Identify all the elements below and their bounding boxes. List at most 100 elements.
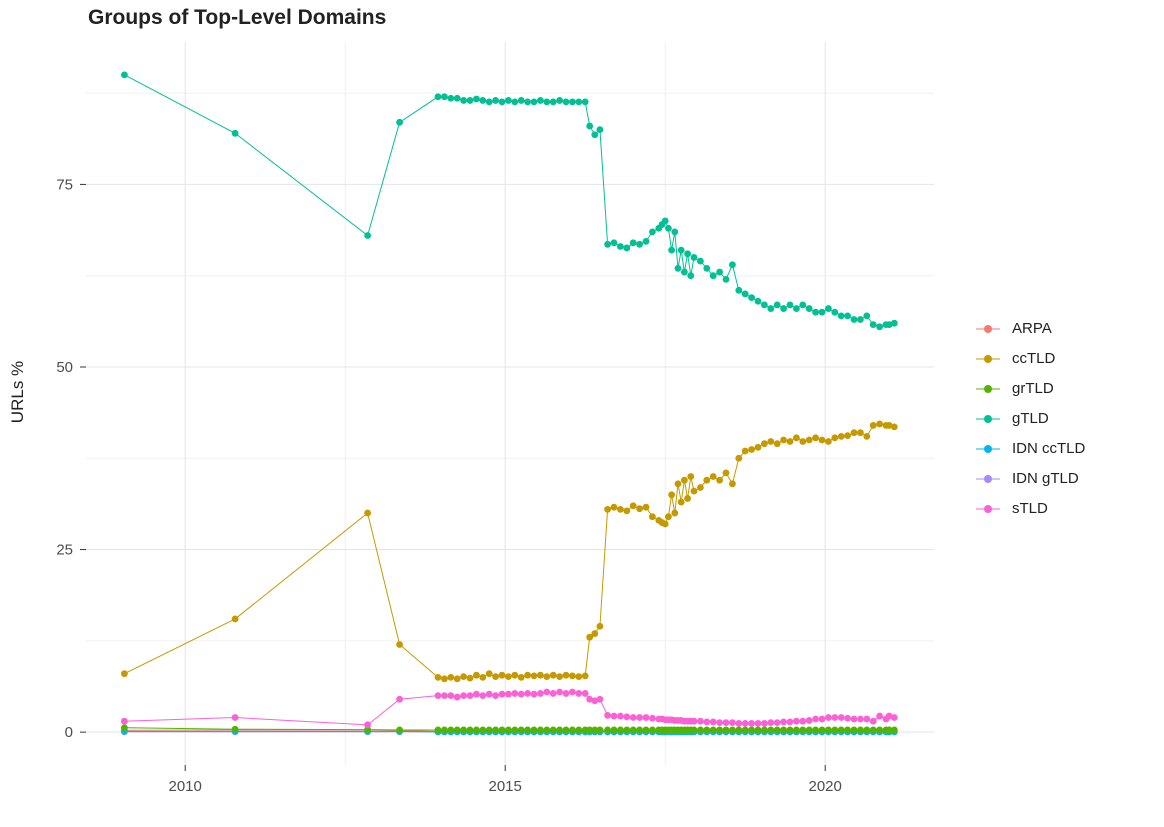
data-point bbox=[767, 305, 775, 312]
legend-label: ccTLD bbox=[1012, 350, 1056, 367]
data-point bbox=[741, 290, 749, 298]
legend-label: ARPA bbox=[1012, 320, 1052, 337]
legend-marker-icon bbox=[976, 444, 1000, 453]
data-point bbox=[549, 671, 557, 679]
legend-marker-icon bbox=[976, 384, 1000, 393]
legend: ARPA ccTLD grTLD gTLD IDN ccTLD IDN gTLD sTLD bbox=[975, 318, 1085, 519]
data-point bbox=[869, 726, 877, 734]
data-point bbox=[773, 440, 781, 448]
data-point bbox=[121, 724, 128, 732]
data-point bbox=[596, 726, 604, 734]
data-point bbox=[799, 717, 807, 725]
series-line-gtld bbox=[124, 74, 895, 328]
data-point bbox=[844, 312, 851, 320]
legend-marker-icon bbox=[976, 414, 1000, 423]
y-tick-label: 50 bbox=[56, 359, 73, 376]
data-point bbox=[649, 714, 656, 722]
data-point bbox=[837, 714, 845, 721]
data-point bbox=[767, 438, 775, 445]
data-point bbox=[636, 240, 643, 248]
data-point bbox=[121, 670, 128, 678]
data-point bbox=[537, 97, 544, 104]
data-point bbox=[857, 429, 864, 437]
data-point bbox=[716, 268, 723, 276]
data-point bbox=[623, 726, 631, 734]
legend-marker-icon bbox=[976, 474, 1000, 483]
data-point bbox=[799, 726, 807, 734]
data-point bbox=[722, 726, 730, 734]
data-point bbox=[466, 674, 474, 682]
data-point bbox=[591, 630, 599, 637]
data-point bbox=[617, 243, 624, 250]
data-point bbox=[844, 432, 851, 440]
data-point bbox=[850, 726, 858, 734]
data-point bbox=[805, 436, 813, 444]
data-point bbox=[690, 254, 698, 261]
data-point bbox=[674, 264, 682, 272]
data-point bbox=[677, 498, 685, 506]
series-gtld bbox=[121, 71, 898, 331]
data-point bbox=[530, 98, 538, 106]
data-point bbox=[876, 726, 883, 734]
data-point bbox=[722, 719, 730, 727]
data-point bbox=[754, 726, 762, 734]
data-point bbox=[537, 671, 544, 679]
data-point bbox=[773, 301, 781, 309]
data-point bbox=[735, 719, 743, 727]
data-point bbox=[231, 129, 239, 137]
data-point bbox=[825, 305, 832, 312]
legend-item-arpa: ARPA bbox=[975, 318, 1085, 339]
data-point bbox=[543, 726, 551, 734]
data-point bbox=[610, 726, 618, 734]
data-point bbox=[511, 671, 519, 679]
data-point bbox=[543, 688, 551, 696]
legend-label: IDN gTLD bbox=[1012, 470, 1079, 487]
data-point bbox=[677, 246, 685, 254]
data-point bbox=[885, 321, 893, 329]
data-point bbox=[517, 726, 525, 734]
data-point bbox=[761, 726, 768, 734]
data-point bbox=[684, 495, 691, 502]
data-point bbox=[636, 714, 643, 721]
data-point bbox=[642, 503, 650, 511]
data-point bbox=[562, 690, 570, 697]
data-point bbox=[709, 473, 717, 480]
data-point bbox=[517, 690, 525, 698]
x-tick-label: 2010 bbox=[169, 778, 202, 795]
data-point bbox=[722, 469, 730, 477]
data-point bbox=[505, 690, 512, 698]
data-point bbox=[709, 718, 717, 726]
data-point bbox=[793, 726, 800, 734]
chart-title: Groups of Top-Level Domains bbox=[88, 6, 387, 29]
data-point bbox=[890, 319, 898, 327]
axis-ticks: 0 25 50 75 2010 2015 2020 bbox=[56, 176, 842, 795]
x-tick-label: 2015 bbox=[489, 778, 522, 795]
data-point bbox=[453, 693, 461, 701]
data-point bbox=[741, 726, 749, 734]
data-point bbox=[761, 440, 768, 448]
data-point bbox=[556, 688, 563, 696]
data-point bbox=[850, 715, 858, 723]
data-point bbox=[441, 675, 448, 683]
data-point bbox=[876, 323, 883, 331]
data-point bbox=[754, 443, 762, 451]
data-point bbox=[831, 308, 839, 316]
data-point bbox=[649, 228, 656, 236]
data-point bbox=[485, 726, 493, 734]
data-point bbox=[591, 131, 599, 139]
data-point bbox=[780, 305, 787, 312]
data-point bbox=[479, 673, 487, 681]
data-point bbox=[604, 726, 611, 734]
data-point bbox=[709, 272, 717, 280]
data-point bbox=[441, 93, 448, 101]
data-point bbox=[890, 423, 898, 431]
data-point bbox=[231, 714, 239, 721]
data-point bbox=[857, 726, 864, 734]
data-point bbox=[511, 98, 519, 106]
data-point bbox=[837, 312, 845, 320]
data-point bbox=[697, 717, 704, 725]
data-point bbox=[569, 726, 576, 734]
data-point bbox=[735, 454, 743, 462]
data-point bbox=[562, 98, 570, 106]
data-point bbox=[596, 695, 604, 703]
